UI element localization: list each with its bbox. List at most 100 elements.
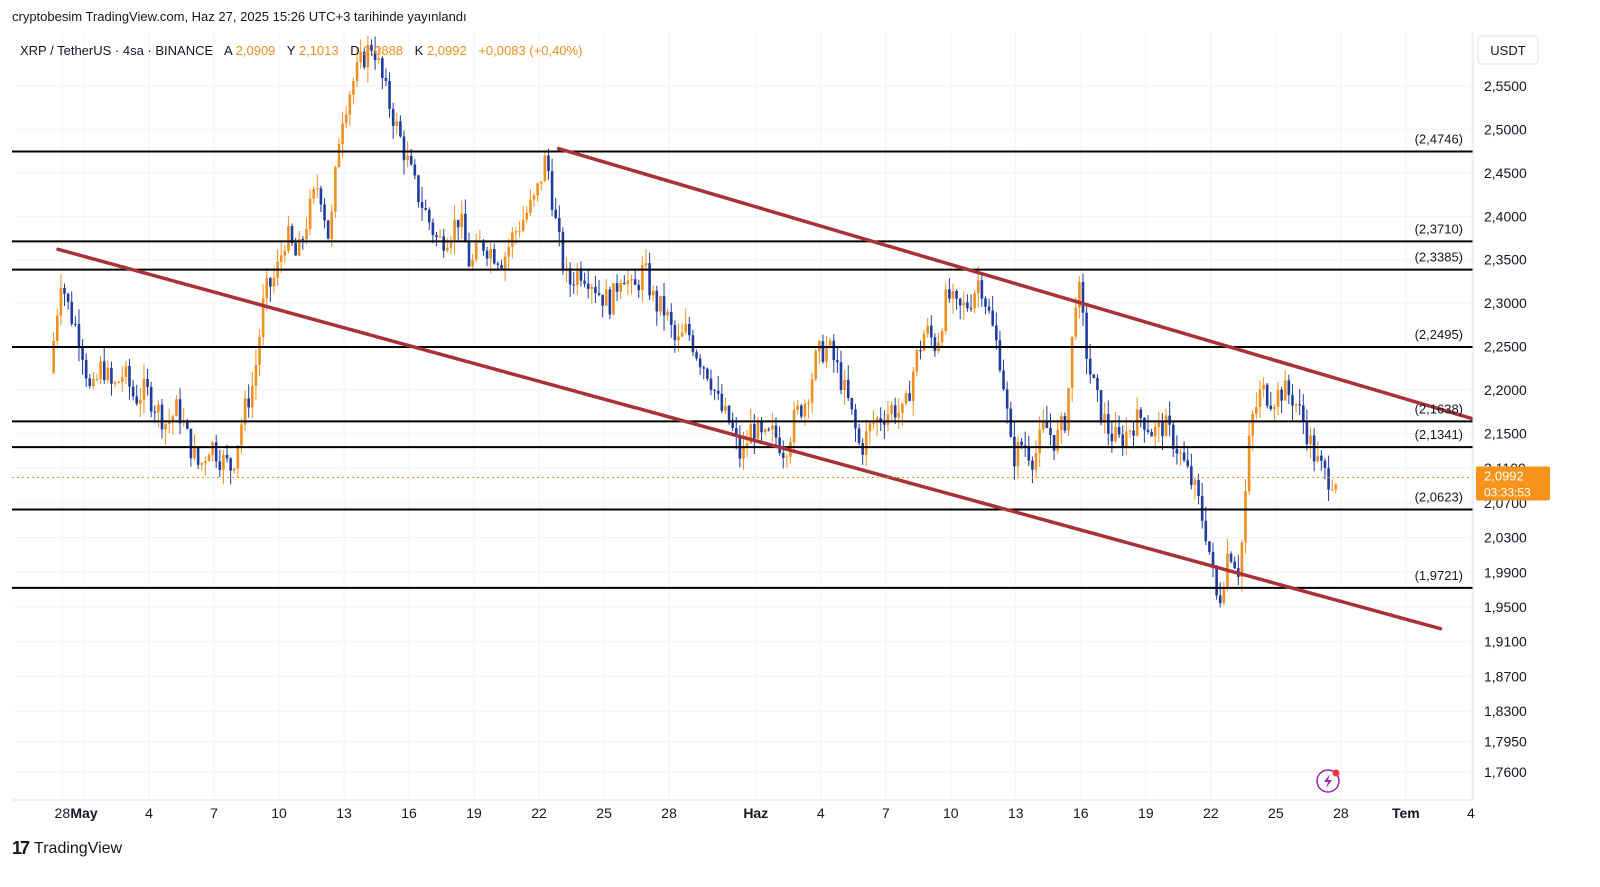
candle-351 xyxy=(1320,450,1323,471)
candle-312 xyxy=(1179,448,1182,466)
candle-65 xyxy=(287,215,290,254)
candle-11 xyxy=(92,372,95,390)
candle-214 xyxy=(825,335,828,369)
footer-brand[interactable]: 17 TradingView xyxy=(12,838,122,859)
candle-334 xyxy=(1258,380,1262,418)
candle-314 xyxy=(1186,448,1190,469)
candle-258 xyxy=(984,296,987,315)
candle-56 xyxy=(254,349,258,400)
candle-227 xyxy=(872,410,875,430)
candle-353 xyxy=(1327,455,1330,502)
candle-272 xyxy=(1034,440,1038,479)
candle-81 xyxy=(344,106,348,128)
candle-43 xyxy=(207,452,211,462)
descending-channel xyxy=(56,146,1474,631)
candle-176 xyxy=(688,317,691,342)
candle-108 xyxy=(442,228,446,258)
candle-106 xyxy=(435,231,438,247)
candle-171 xyxy=(669,303,673,338)
candle-167 xyxy=(655,285,659,326)
candle-80 xyxy=(341,112,344,158)
candle-317 xyxy=(1197,473,1200,505)
candle-143 xyxy=(568,262,572,297)
time-axis[interactable]: 28 May 4 7 10 13 16 19 22 25 28 Haz 4 7 10 13 16 19 22 25 28… xyxy=(55,805,1475,821)
candle-295 xyxy=(1117,415,1121,438)
candle-192 xyxy=(745,429,749,458)
candle-163 xyxy=(641,255,644,303)
candle-41 xyxy=(200,462,204,471)
candle-24 xyxy=(139,387,142,418)
candle-162 xyxy=(637,279,641,299)
candle-168 xyxy=(659,295,662,317)
candle-111 xyxy=(453,204,456,255)
candle-347 xyxy=(1305,409,1309,451)
candle-100 xyxy=(413,159,417,180)
candle-14 xyxy=(102,346,106,384)
candle-7 xyxy=(77,309,81,362)
candle-15 xyxy=(106,360,110,384)
candle-338 xyxy=(1273,403,1276,422)
candle-197 xyxy=(763,427,767,436)
candle-105 xyxy=(431,218,435,244)
candle-30 xyxy=(160,398,164,439)
candle-62 xyxy=(276,249,279,286)
time-tick-21: Tem xyxy=(1392,805,1420,821)
candle-285 xyxy=(1081,273,1085,326)
candle-1 xyxy=(55,308,59,349)
candle-77 xyxy=(330,204,334,248)
price-tick-1: 2,5000 xyxy=(1484,121,1527,137)
candle-286 xyxy=(1085,303,1088,375)
candle-184 xyxy=(716,375,720,401)
candle-4 xyxy=(66,292,70,310)
candle-51 xyxy=(236,444,240,478)
level-label-3: (2,2495) xyxy=(1415,327,1463,342)
candle-121 xyxy=(489,240,492,274)
candle-287 xyxy=(1088,343,1092,384)
legend: XRP / TetherUS · 4sa · BINANCE A 2,0909 … xyxy=(20,43,582,58)
candle-206 xyxy=(796,400,799,415)
candle-113 xyxy=(460,200,464,239)
lightning-icon[interactable] xyxy=(1316,769,1340,793)
candle-232 xyxy=(890,401,893,421)
candle-335 xyxy=(1262,377,1265,398)
candle-42 xyxy=(204,456,207,476)
candle-116 xyxy=(471,253,474,272)
candle-222 xyxy=(854,404,857,442)
level-label-7: (1,9721) xyxy=(1415,568,1463,583)
candle-70 xyxy=(305,217,308,245)
candle-296 xyxy=(1121,425,1125,457)
time-tick-10: 28 xyxy=(661,805,677,821)
candle-47 xyxy=(222,449,225,485)
price-tick-13: 1,9500 xyxy=(1484,599,1527,615)
candle-218 xyxy=(839,350,843,395)
channel-line-upper xyxy=(556,146,1474,421)
candle-18 xyxy=(117,380,120,384)
candle-354 xyxy=(1330,479,1334,492)
candle-13 xyxy=(99,355,102,385)
candle-331 xyxy=(1247,420,1251,496)
last-price-value: 2,0992 xyxy=(1484,468,1524,483)
candle-299 xyxy=(1132,421,1135,449)
price-tick-8: 2,1500 xyxy=(1484,425,1527,441)
price-axis[interactable]: 2,5500 2,5000 2,4500 2,4000 2,3500 2,3000 2,25… xyxy=(1484,78,1527,780)
candle-156 xyxy=(615,274,619,302)
candle-151 xyxy=(597,279,601,297)
candle-210 xyxy=(810,372,814,414)
candle-211 xyxy=(814,347,818,382)
candle-261 xyxy=(995,312,998,350)
time-tick-13: 7 xyxy=(882,805,890,821)
candle-23 xyxy=(135,384,139,406)
candle-85 xyxy=(359,39,362,69)
time-tick-1: May xyxy=(70,805,97,821)
candle-310 xyxy=(1171,420,1175,458)
candle-178 xyxy=(695,349,698,361)
candle-3 xyxy=(63,283,66,307)
candle-183 xyxy=(713,388,716,401)
candle-251 xyxy=(958,297,962,320)
legend-open-value: 2,0909 xyxy=(236,43,276,58)
candle-326 xyxy=(1229,551,1233,564)
legend-open-label: A xyxy=(224,43,233,58)
currency-button[interactable]: USDT xyxy=(1477,35,1539,65)
support-resistance-levels xyxy=(12,150,1473,589)
